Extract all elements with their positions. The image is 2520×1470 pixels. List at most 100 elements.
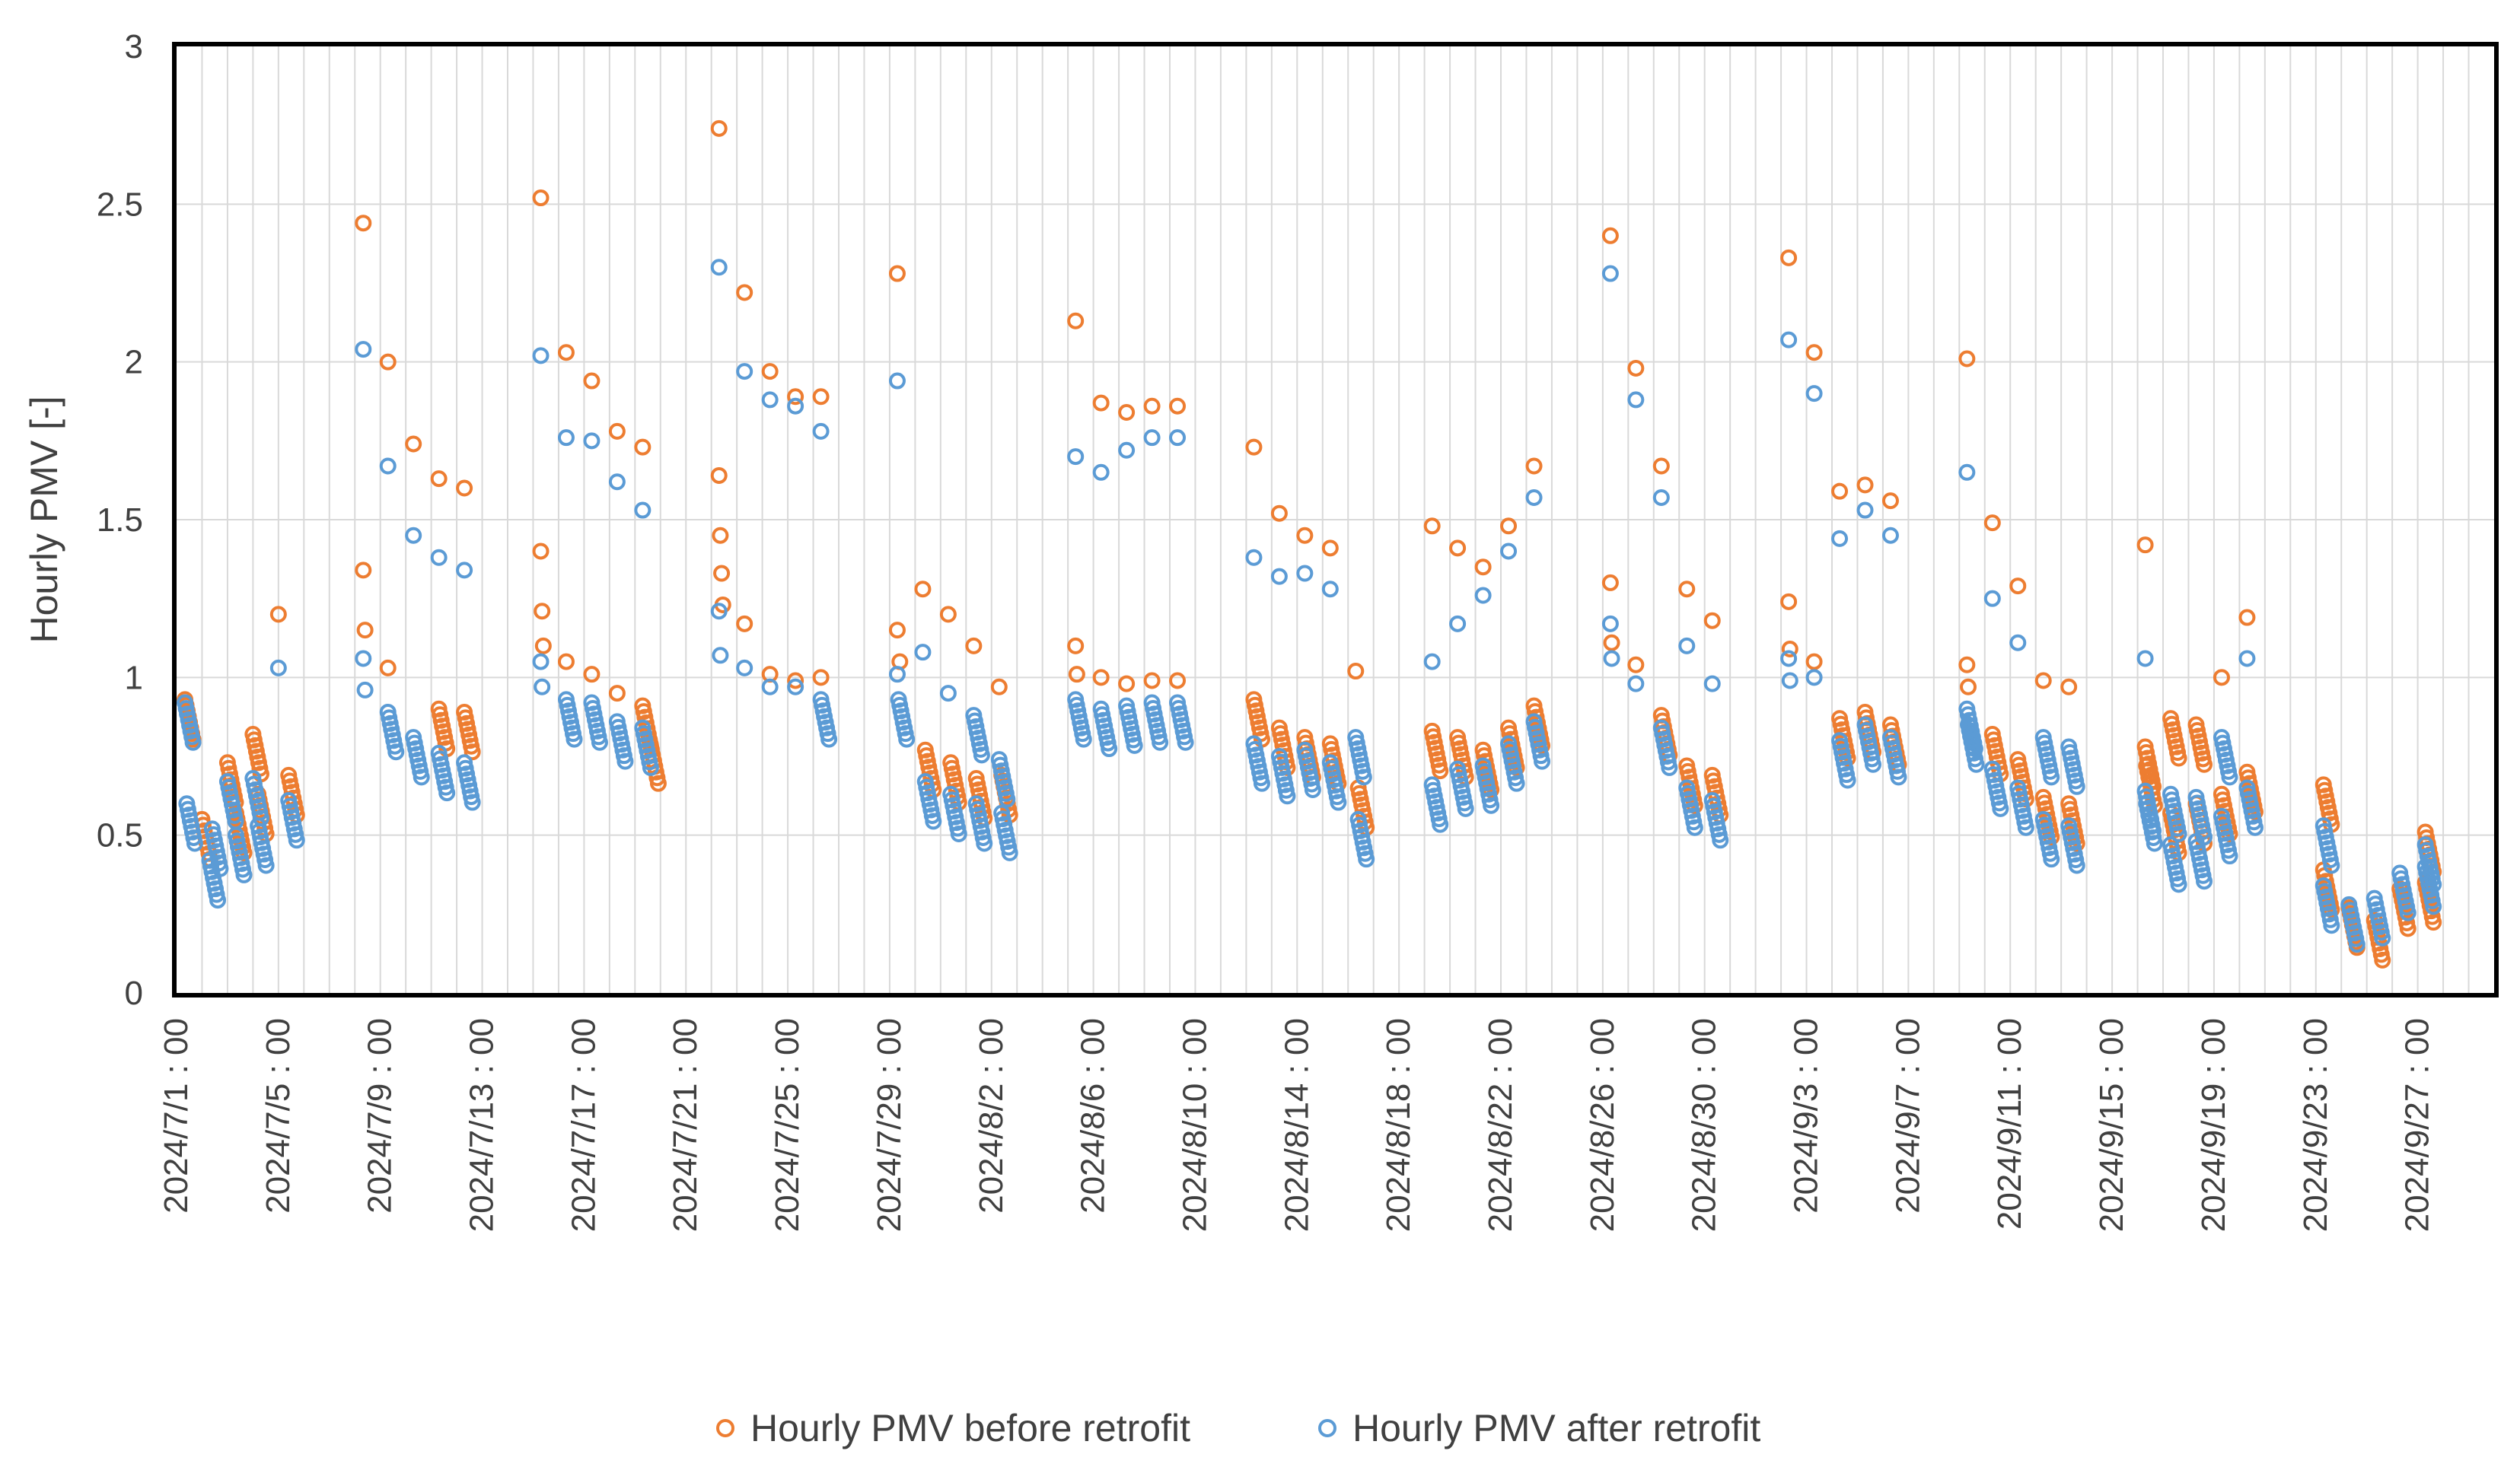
x-tick-label: 2024/7/13 : 00: [464, 1018, 501, 1232]
legend-label-after: Hourly PMV after retrofit: [1352, 1407, 1760, 1449]
y-tick-label: 2: [125, 344, 143, 381]
data-point: [583, 666, 601, 683]
data-point: [557, 344, 575, 361]
data-point: [2221, 848, 2238, 865]
x-tick-label: 2024/9/15 : 00: [2093, 1018, 2130, 1232]
legend-marker-before: [716, 1419, 734, 1437]
data-point: [532, 542, 550, 560]
data-point: [355, 341, 372, 358]
y-tick-label: 0: [125, 975, 143, 1012]
data-point: [438, 784, 456, 802]
data-point: [888, 622, 906, 639]
data-point: [888, 666, 906, 683]
data-point: [464, 743, 481, 761]
data-point: [939, 685, 957, 702]
data-point: [532, 189, 550, 207]
data-point: [1780, 593, 1798, 610]
data-point: [736, 615, 753, 632]
data-point: [2196, 873, 2213, 890]
data-point: [413, 768, 430, 786]
data-point: [591, 733, 608, 751]
data-point: [464, 794, 481, 811]
data-point: [2238, 650, 2256, 667]
data-point: [1712, 832, 1729, 849]
data-point: [1068, 666, 1085, 683]
data-point: [787, 397, 804, 415]
data-point: [812, 388, 830, 406]
data-point: [1177, 733, 1194, 751]
data-point: [532, 347, 550, 364]
data-point: [355, 650, 372, 667]
data-point: [1423, 653, 1441, 670]
data-point: [1355, 768, 1372, 786]
x-tick-label: 2024/8/14 : 00: [1278, 1018, 1315, 1232]
data-point: [1169, 672, 1187, 689]
data-point: [1304, 781, 1321, 798]
data-point: [2323, 857, 2340, 874]
data-point: [712, 647, 729, 664]
data-point: [1092, 463, 1110, 481]
y-tick-label: 1: [125, 659, 143, 696]
data-point: [950, 826, 967, 843]
data-point: [356, 622, 374, 639]
y-axis-ticks: 0 0.5 1 1.5 2 2.5 3: [97, 28, 143, 1012]
y-tick-label: 2.5: [97, 186, 143, 223]
data-point: [2060, 678, 2078, 695]
data-point: [1686, 819, 1703, 836]
data-point: [2323, 917, 2340, 934]
data-point: [712, 527, 729, 544]
data-point: [405, 527, 422, 544]
data-point: [1661, 759, 1678, 776]
data-point: [1678, 581, 1696, 598]
x-tick-label: 2024/7/9 : 00: [362, 1018, 399, 1214]
data-point: [1143, 397, 1161, 415]
data-point: [2170, 749, 2187, 767]
data-point: [1865, 756, 1882, 773]
data-point: [405, 435, 422, 453]
data-point: [2425, 898, 2442, 915]
data-point: [761, 391, 779, 409]
data-point: [710, 603, 728, 620]
data-point: [1805, 344, 1823, 361]
data-point: [2043, 851, 2060, 868]
data-point: [1992, 800, 2009, 817]
data-point: [710, 259, 728, 276]
data-point: [736, 284, 753, 301]
data-point: [2238, 609, 2256, 626]
data-point: [1143, 672, 1161, 689]
data-point: [1627, 391, 1645, 409]
data-point: [1092, 669, 1110, 686]
data-point: [1169, 397, 1187, 415]
data-point: [787, 672, 804, 689]
data-point: [1703, 675, 1721, 692]
data-point: [532, 653, 550, 670]
data-point: [1500, 542, 1518, 560]
data-point: [1067, 312, 1085, 329]
data-point: [1432, 762, 1449, 780]
data-point: [379, 457, 397, 475]
data-point: [1890, 768, 1907, 786]
y-axis-label: Hourly PMV [-]: [23, 396, 65, 643]
data-point: [1856, 476, 1874, 494]
data-point: [2136, 536, 2154, 554]
data-point: [1483, 797, 1500, 814]
data-point: [355, 562, 372, 579]
data-point: [1449, 539, 1467, 557]
plot-frame: [172, 42, 2499, 998]
data-point: [534, 637, 552, 654]
data-point: [2017, 819, 2034, 836]
data-point: [356, 681, 374, 698]
x-tick-label: 2024/9/11 : 00: [1991, 1018, 2028, 1230]
data-point: [634, 501, 652, 519]
data-point: [914, 581, 932, 598]
data-point: [787, 388, 804, 406]
x-tick-label: 2024/8/2 : 00: [973, 1018, 1010, 1214]
data-point: [379, 353, 397, 371]
series-before-retrofit: [177, 119, 2442, 969]
data-point: [1839, 772, 1856, 789]
data-point: [1534, 752, 1551, 770]
x-tick-label: 2024/7/25 : 00: [769, 1018, 806, 1232]
x-tick-label: 2024/7/29 : 00: [871, 1018, 908, 1232]
data-point: [925, 813, 942, 830]
data-point: [430, 470, 448, 488]
